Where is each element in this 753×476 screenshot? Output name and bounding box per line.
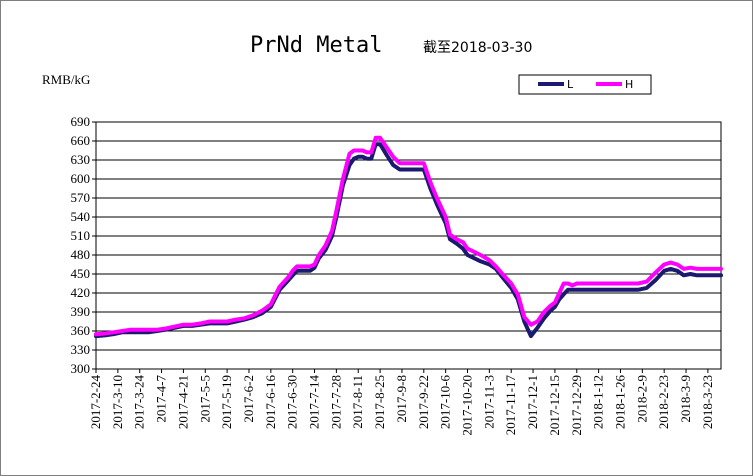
x-tick-label: 2017-3-24 [132, 375, 147, 430]
y-tick-label: 600 [71, 171, 91, 186]
x-tick-label: 2017-11-17 [503, 375, 518, 436]
y-tick-label: 420 [71, 285, 91, 300]
x-tick-label: 2017-2-24 [88, 375, 103, 430]
y-tick-label: 390 [71, 304, 91, 319]
plot-area: 300 330 360 390 420 450 480 510 540 570 600 630 660 6… [71, 114, 723, 436]
y-tick-label: 630 [71, 152, 91, 167]
x-tick-label: 2017-6-16 [263, 375, 278, 430]
y-tick-label: 450 [71, 266, 91, 281]
legend: L H [518, 74, 652, 95]
x-tick-label: 2018-3-23 [700, 375, 715, 429]
x-tick-label: 2017-5-19 [219, 375, 234, 429]
x-tick-label: 2017-12-15 [547, 375, 562, 436]
x-tick-label: 2017-4-21 [175, 375, 190, 429]
y-tick-label: 510 [71, 228, 91, 243]
y-tick-label: 660 [71, 133, 91, 148]
chart-subtitle: 截至2018-03-30 [423, 40, 532, 56]
x-tick-label: 2018-1-12 [591, 375, 606, 429]
x-tick-label: 2017-12-29 [569, 375, 584, 436]
y-tick-label: 570 [71, 190, 91, 205]
y-tick-label: 360 [71, 323, 91, 338]
y-tick-label: 540 [71, 209, 91, 224]
x-tick-label: 2017-4-7 [154, 375, 169, 423]
x-tick-label: 2018-2-23 [656, 375, 671, 429]
series-line-h [94, 135, 723, 337]
x-tick-label: 2017-9-22 [416, 375, 431, 429]
x-tick-label: 2018-2-9 [634, 375, 649, 423]
x-tick-label: 2017-5-5 [197, 375, 212, 423]
y-tick-label: 690 [71, 114, 91, 129]
x-tick-label: 2017-10-6 [438, 375, 453, 430]
y-tick-label: 480 [71, 247, 91, 262]
plot-background [95, 121, 722, 370]
x-tick-label: 2017-6-2 [241, 375, 256, 423]
x-tick-label: 2017-11-3 [481, 375, 496, 429]
x-tick-label: 2017-12-1 [525, 375, 540, 429]
x-tick-label: 2017-3-10 [110, 375, 125, 429]
x-tick-label: 2017-7-14 [307, 375, 322, 430]
chart-title: PrNd Metal [250, 33, 382, 58]
x-tick-label: 2017-8-11 [350, 375, 365, 429]
legend-label-h: H [625, 78, 633, 91]
x-tick-label: 2017-9-8 [394, 375, 409, 423]
y-tick-label: 330 [71, 342, 91, 357]
x-tick-label: 2018-3-9 [678, 375, 693, 423]
x-tick-label: 2017-6-30 [285, 375, 300, 429]
legend-label-l: L [567, 78, 574, 91]
x-tick-label: 2017-7-28 [328, 375, 343, 429]
legend-box [518, 74, 652, 95]
y-tick-label: 300 [71, 361, 91, 376]
x-tick-label: 2018-1-26 [612, 375, 627, 430]
x-tick-label: 2017-10-20 [460, 375, 475, 436]
y-unit-label: RMB/kG [42, 72, 90, 87]
x-tick-label: 2017-8-25 [372, 375, 387, 429]
